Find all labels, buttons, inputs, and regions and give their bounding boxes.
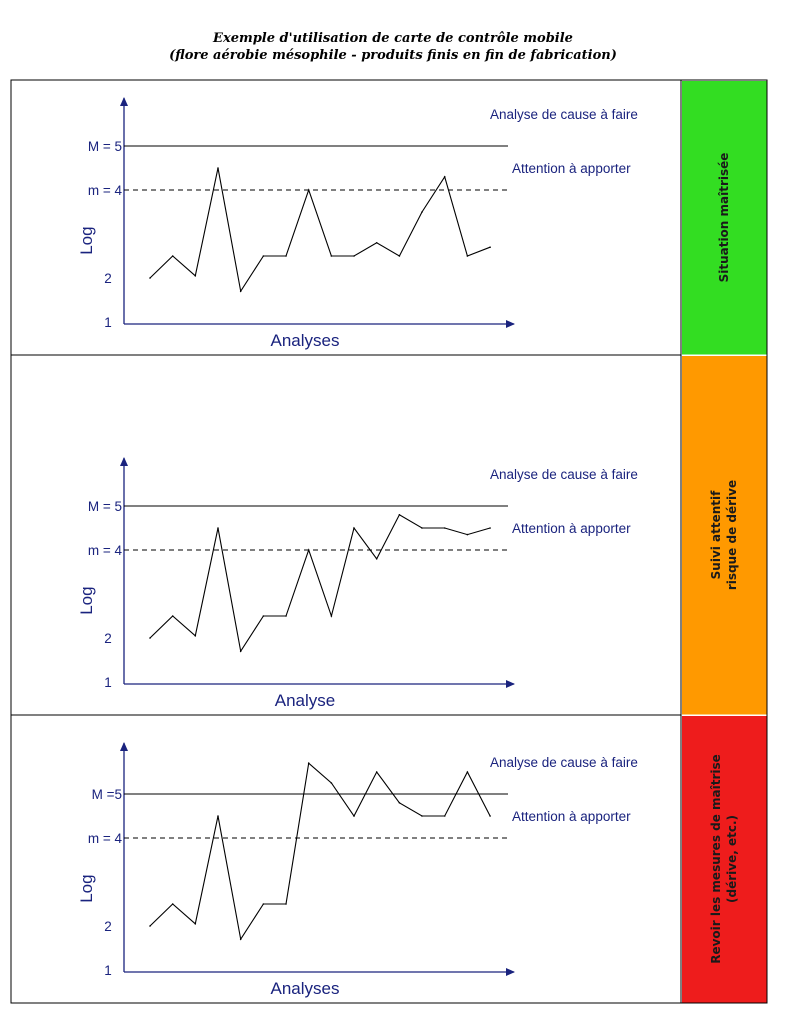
data-point bbox=[330, 782, 333, 784]
data-point bbox=[466, 533, 469, 536]
status-box-orange bbox=[682, 356, 767, 715]
y-axis-title: Log bbox=[77, 226, 96, 254]
chart-panel-2: Suivi attentif risque de dérive Analyse de… bbox=[10, 354, 767, 716]
page-title: Exemple d'utilisation de carte de contrô… bbox=[0, 30, 786, 64]
data-point bbox=[307, 549, 310, 551]
data-point bbox=[194, 635, 197, 637]
series-line bbox=[149, 762, 491, 941]
data-point bbox=[171, 903, 174, 905]
status-box-green bbox=[682, 81, 767, 355]
status-label: risque de dérive bbox=[725, 480, 739, 590]
data-point bbox=[353, 255, 355, 257]
data-point bbox=[171, 255, 174, 257]
data-point bbox=[421, 527, 423, 529]
y-tick-label: 2 bbox=[104, 631, 112, 646]
y-axis-title: Log bbox=[77, 586, 96, 614]
chart-panel-1: Situation maîtrisée Analyse de cause à fa… bbox=[10, 79, 767, 356]
limit-annotation: Attention à apporter bbox=[512, 161, 631, 176]
data-point bbox=[285, 903, 287, 905]
y-tick-label: M =5 bbox=[92, 787, 122, 802]
data-point bbox=[353, 815, 355, 817]
data-point bbox=[375, 771, 378, 773]
data-point bbox=[489, 815, 491, 817]
y-tick-label: M = 5 bbox=[88, 499, 122, 514]
limit-annotation: Attention à apporter bbox=[512, 521, 631, 536]
data-point bbox=[217, 815, 219, 817]
data-point bbox=[443, 815, 446, 817]
data-point bbox=[217, 527, 219, 529]
status-box-red bbox=[682, 716, 767, 1003]
x-axis-title: Analyses bbox=[271, 979, 340, 998]
limit-annotation: Analyse de cause à faire bbox=[490, 755, 638, 770]
data-point bbox=[194, 923, 197, 925]
series-line bbox=[149, 514, 491, 653]
y-tick-label: 1 bbox=[104, 675, 112, 690]
series-line bbox=[149, 167, 491, 293]
data-point bbox=[149, 925, 151, 927]
data-point bbox=[466, 771, 469, 773]
data-point bbox=[217, 167, 219, 169]
data-point bbox=[194, 275, 197, 277]
y-tick-label: 2 bbox=[104, 919, 112, 934]
data-point bbox=[353, 527, 355, 529]
data-point bbox=[285, 615, 287, 617]
data-point bbox=[149, 277, 151, 279]
data-point bbox=[239, 938, 242, 940]
x-axis-title: Analyses bbox=[271, 331, 340, 350]
data-point bbox=[262, 903, 265, 905]
data-point bbox=[489, 246, 491, 248]
y-tick-label: 1 bbox=[104, 963, 112, 978]
data-point bbox=[398, 514, 401, 516]
y-tick-label: M = 5 bbox=[88, 139, 122, 154]
data-point bbox=[239, 290, 242, 293]
data-point bbox=[466, 255, 469, 257]
data-point bbox=[307, 762, 310, 764]
y-tick-label: m = 4 bbox=[88, 831, 123, 846]
data-point bbox=[421, 815, 423, 817]
data-point bbox=[330, 615, 333, 617]
data-point bbox=[239, 650, 242, 652]
data-point bbox=[149, 637, 151, 639]
y-tick-label: 1 bbox=[104, 315, 112, 330]
y-tick-label: m = 4 bbox=[88, 183, 123, 198]
limit-annotation: Attention à apporter bbox=[512, 809, 631, 824]
data-point bbox=[443, 527, 446, 529]
chart-panel-3: Revoir les mesures de maîtrise (dérive, e… bbox=[10, 714, 767, 1004]
page-title-line-2: (flore aérobie mésophile - produits fini… bbox=[169, 48, 617, 63]
y-tick-label: 2 bbox=[104, 271, 112, 286]
status-label: Suivi attentif bbox=[709, 490, 723, 580]
data-point bbox=[262, 615, 265, 617]
chart-frame bbox=[10, 714, 682, 1004]
data-point bbox=[375, 242, 378, 244]
data-point bbox=[262, 255, 265, 257]
status-label: Situation maîtrisée bbox=[717, 153, 731, 283]
data-point bbox=[285, 255, 287, 257]
limit-annotation: Analyse de cause à faire bbox=[490, 107, 638, 122]
data-point bbox=[171, 615, 174, 617]
y-tick-label: m = 4 bbox=[88, 543, 123, 558]
data-point bbox=[375, 558, 378, 560]
status-label: (dérive, etc.) bbox=[725, 815, 739, 903]
data-point bbox=[330, 255, 333, 257]
data-point bbox=[489, 527, 491, 529]
data-point bbox=[443, 176, 446, 178]
data-point bbox=[307, 189, 310, 191]
data-point bbox=[398, 255, 401, 257]
status-label: Revoir les mesures de maîtrise bbox=[709, 754, 723, 964]
data-point bbox=[398, 802, 401, 804]
x-axis-title: Analyse bbox=[275, 691, 335, 710]
page-title-line-1: Exemple d'utilisation de carte de contrô… bbox=[213, 31, 573, 46]
y-axis-title: Log bbox=[77, 874, 96, 902]
data-point bbox=[421, 211, 423, 213]
limit-annotation: Analyse de cause à faire bbox=[490, 467, 638, 482]
